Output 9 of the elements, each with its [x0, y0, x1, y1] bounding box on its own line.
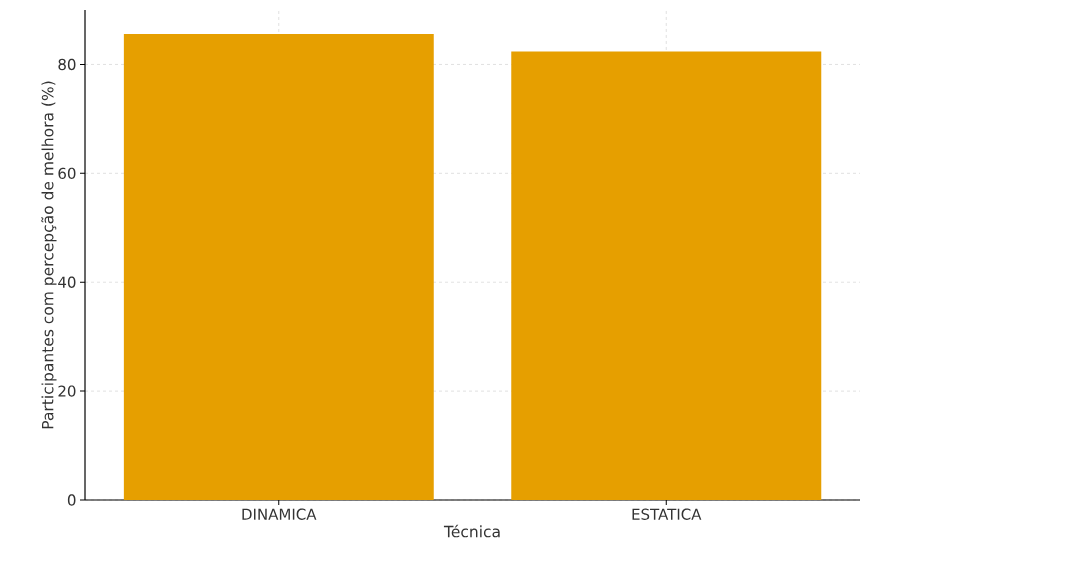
y-tick-label: 0 — [67, 494, 76, 506]
x-axis-title: Técnica — [443, 524, 500, 538]
y-tick-label: 20 — [58, 385, 76, 397]
x-tick-label: DINAMICA — [242, 508, 317, 520]
y-axis-title: Participantes com percepção de melhora (%) — [41, 81, 57, 429]
y-tick-label: 60 — [58, 167, 76, 180]
y-tick-label: 40 — [58, 276, 76, 288]
x-tick-label: ESTATICA — [632, 508, 702, 520]
y-tick-label: 80 — [58, 58, 76, 71]
